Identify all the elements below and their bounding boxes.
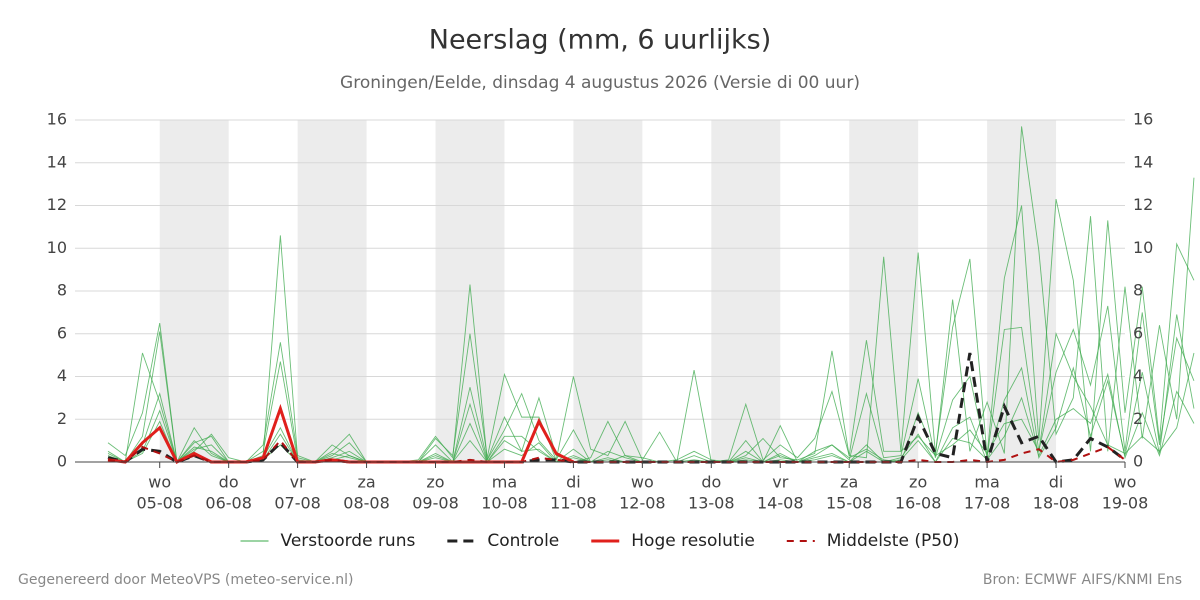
x-tick-weekday: zo [909,473,927,492]
x-tick-weekday: ma [974,473,999,492]
y2-tick-label: 12 [1133,195,1153,214]
x-tick-weekday: di [1049,473,1064,492]
y2-tick-label: 14 [1133,152,1153,171]
y2-tick-label: 10 [1133,238,1153,257]
x-tick-weekday: vr [772,473,788,492]
x-tick-label: 12-08 [619,494,666,513]
x-tick-weekday: wo [148,473,171,492]
y2-tick-label: 16 [1133,110,1153,129]
x-tick-weekday: wo [1114,473,1137,492]
x-tick-weekday: zo [426,473,444,492]
x-tick-label: 05-08 [136,494,183,513]
legend-label: Middelste (P50) [827,531,960,551]
x-tick-weekday: vr [290,473,306,492]
x-tick-weekday: za [840,473,858,492]
y-tick-label: 2 [57,409,67,428]
legend-label: Verstoorde runs [281,531,416,551]
y-tick-label: 12 [47,195,67,214]
x-tick-label: 11-08 [550,494,597,513]
y-tick-label: 10 [47,238,67,257]
y-tick-label: 0 [57,452,67,471]
ensemble-line [107,126,1195,463]
x-tick-label: 16-08 [895,494,942,513]
y-tick-label: 4 [57,366,67,385]
y-tick-label: 8 [57,281,67,300]
x-tick-label: 07-08 [274,494,321,513]
y2-tick-label: 4 [1133,366,1143,385]
footer-right: Bron: ECMWF AIFS/KNMI Ens [983,572,1182,588]
x-tick-weekday: za [357,473,375,492]
legend-label: Controle [487,531,559,551]
y-tick-label: 6 [57,323,67,342]
x-tick-weekday: di [566,473,581,492]
x-tick-label: 10-08 [481,494,528,513]
x-tick-label: 19-08 [1102,494,1149,513]
legend: Verstoorde runs Controle Hoge resolutie Mid… [240,531,960,551]
chart-title: Neerslag (mm, 6 uurlijks) [429,25,771,56]
x-tick-weekday: wo [631,473,654,492]
y-tick-label: 14 [47,152,67,171]
y2-tick-label: 6 [1133,323,1143,342]
x-tick-label: 17-08 [964,494,1011,513]
x-tick-weekday: do [701,473,721,492]
x-tick-label: 15-08 [826,494,873,513]
x-tick-label: 09-08 [412,494,459,513]
chart-subtitle: Groningen/Eelde, dinsdag 4 augustus 2026… [340,73,860,93]
x-tick-label: 18-08 [1033,494,1080,513]
y-tick-label: 16 [47,110,67,129]
y2-tick-label: 8 [1133,281,1143,300]
legend-label: Hoge resolutie [631,531,755,551]
x-tick-weekday: do [219,473,239,492]
x-tick-label: 13-08 [688,494,735,513]
ensemble-line [107,198,1195,464]
x-tick-weekday: ma [492,473,517,492]
y2-tick-label: 2 [1133,409,1143,428]
y2-tick-label: 0 [1133,452,1143,471]
x-tick-label: 08-08 [343,494,390,513]
footer-left: Gegenereerd door MeteoVPS (meteo-service… [18,572,353,588]
x-tick-label: 14-08 [757,494,804,513]
x-tick-label: 06-08 [205,494,252,513]
